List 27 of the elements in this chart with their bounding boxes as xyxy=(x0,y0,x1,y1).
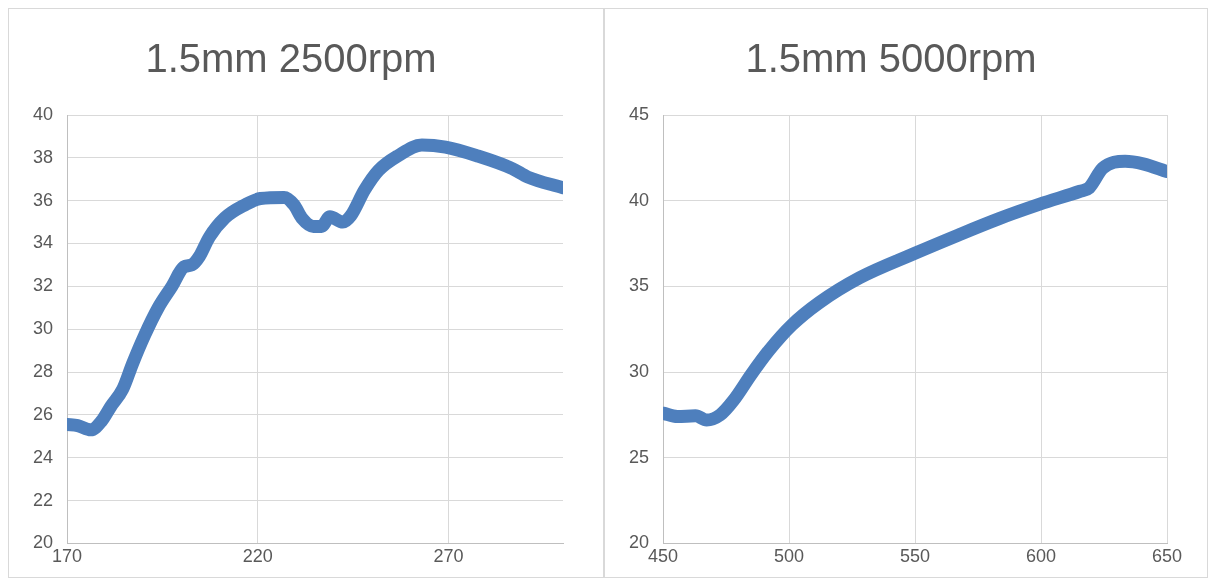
y-tick-label: 25 xyxy=(628,446,650,467)
y-tick-label: 34 xyxy=(32,232,54,253)
x-tick-label: 650 xyxy=(1151,546,1183,567)
y-tick-label: 35 xyxy=(628,275,650,296)
y-tick-label: 20 xyxy=(628,532,650,553)
y-tick-label: 22 xyxy=(32,489,54,510)
x-tick-label: 600 xyxy=(1025,546,1057,567)
x-tick-label: 220 xyxy=(242,546,273,567)
y-tick-label: 45 xyxy=(628,103,650,124)
x-tick-label: 170 xyxy=(52,546,83,567)
y-tick-label: 32 xyxy=(32,275,54,296)
x-tick-label: 550 xyxy=(899,546,931,567)
y-tick-label: 38 xyxy=(32,146,54,167)
y-tick-label: 20 xyxy=(32,532,54,553)
y-tick-label: 40 xyxy=(628,189,650,210)
y-tick-label: 26 xyxy=(32,403,54,424)
chart-title: 1.5mm 5000rpm xyxy=(745,36,1037,81)
x-tick-label: 270 xyxy=(433,546,464,567)
x-tick-label: 500 xyxy=(773,546,805,567)
y-tick-label: 30 xyxy=(628,361,650,382)
y-tick-label: 30 xyxy=(32,318,54,339)
x-tick-label: 450 xyxy=(648,546,679,567)
chart-title: 1.5mm 2500rpm xyxy=(145,36,437,81)
y-tick-label: 24 xyxy=(32,446,54,467)
y-tick-label: 28 xyxy=(32,361,54,382)
y-tick-label: 40 xyxy=(32,103,54,124)
y-tick-label: 36 xyxy=(32,189,54,210)
